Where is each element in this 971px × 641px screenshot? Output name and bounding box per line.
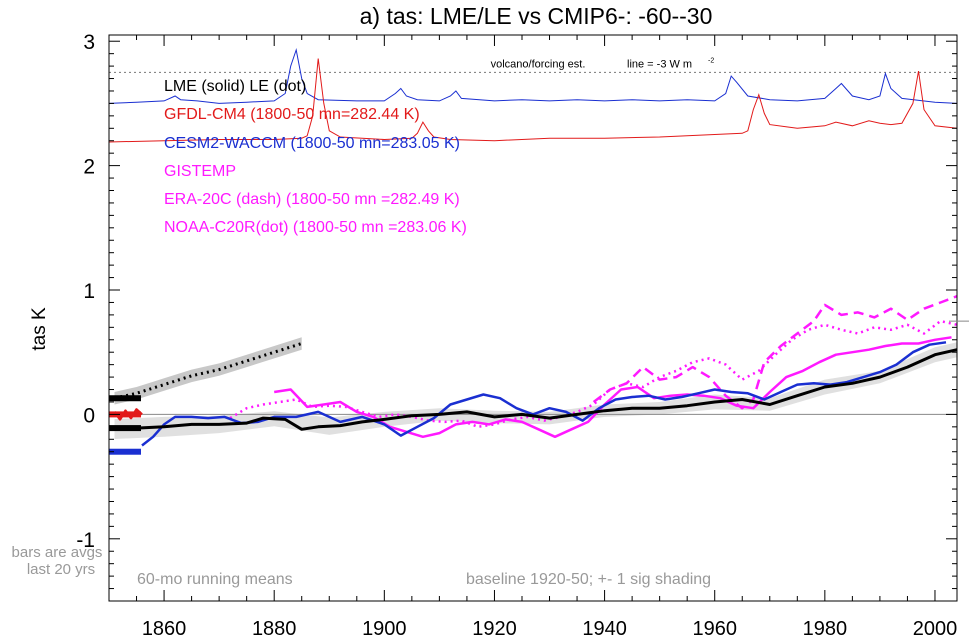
bars-note-line1: bars are avgs bbox=[12, 544, 103, 561]
x-tick-label: 1860 bbox=[142, 618, 187, 640]
avg-bar-0 bbox=[109, 425, 141, 432]
legend-entry-0: LME (solid) LE (dot) bbox=[164, 78, 306, 95]
running-mean-note: 60-mo running means bbox=[137, 571, 293, 588]
plot-frame bbox=[108, 34, 958, 602]
lme-sigma-shading bbox=[114, 342, 957, 439]
y-tick-label: 3 bbox=[83, 31, 95, 54]
x-tick-label: 1980 bbox=[803, 618, 848, 640]
y-tick-label: 2 bbox=[83, 156, 95, 179]
forcing-line-0 bbox=[108, 47, 958, 104]
y-tick-label: 1 bbox=[83, 280, 95, 303]
legend-entry-5: NOAA-C20R(dot) (1800-50 mn =283.06 K) bbox=[164, 219, 467, 236]
y-tick-label: -1 bbox=[76, 529, 95, 552]
y-tick-label: 0 bbox=[83, 404, 95, 427]
legend-entry-1: GFDL-CM4 (1800-50 mn=282.44 K) bbox=[164, 106, 420, 123]
forcing-line-label: line = -3 W m bbox=[627, 58, 692, 70]
avg-bar-3 bbox=[109, 395, 141, 402]
x-tick-label: 1940 bbox=[582, 618, 627, 640]
chart-title: a) tas: LME/LE vs CMIP6-: -60--30 bbox=[360, 3, 713, 29]
bars-note-line2: last 20 yrs bbox=[27, 561, 95, 578]
x-tick-label: 1900 bbox=[362, 618, 407, 640]
legend-entry-3: GISTEMP bbox=[164, 163, 236, 180]
x-tick-label: 1960 bbox=[692, 618, 737, 640]
forcing-line-1 bbox=[108, 58, 958, 143]
forcing-line-superscript: -2 bbox=[708, 57, 714, 64]
avg-bar-2 bbox=[109, 411, 141, 418]
y-axis-label: tas K bbox=[29, 307, 50, 351]
series-line-5 bbox=[592, 295, 958, 410]
x-tick-label: 2000 bbox=[913, 618, 958, 640]
forcing-label: volcano/forcing est. bbox=[491, 58, 586, 70]
x-tick-label: 1880 bbox=[252, 618, 297, 640]
avg-bar-1 bbox=[109, 448, 141, 455]
baseline-note: baseline 1920-50; +- 1 sig shading bbox=[466, 571, 711, 588]
legend-entry-2: CESM2-WACCM (1800-50 mn=283.05 K) bbox=[164, 135, 460, 152]
legend-entry-4: ERA-20C (dash) (1800-50 mn =282.49 K) bbox=[164, 191, 460, 208]
series-line-6 bbox=[229, 319, 958, 429]
plot-area: volcano/forcing est. line = -3 W m -2 -1 0 1 2… bbox=[12, 31, 969, 640]
series-line-2 bbox=[141, 341, 947, 447]
series-line-0 bbox=[108, 348, 958, 431]
x-tick-label: 1920 bbox=[472, 618, 517, 640]
